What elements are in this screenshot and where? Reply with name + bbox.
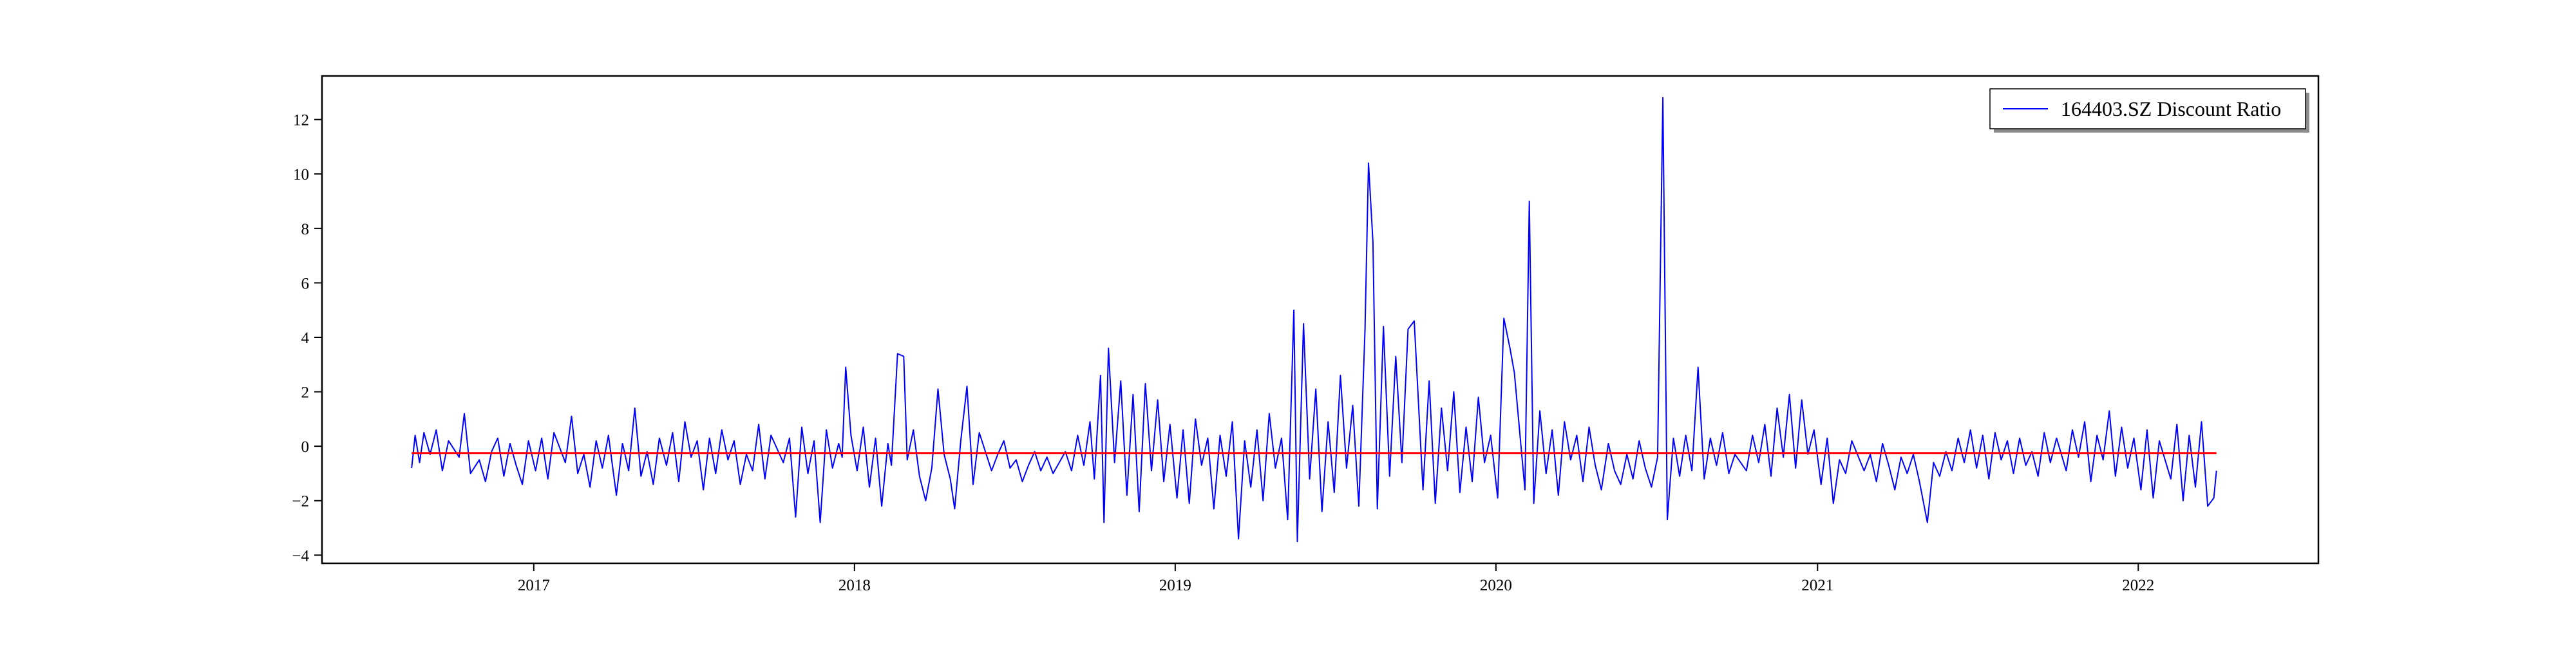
x-tick-label: 2022 (2122, 577, 2154, 594)
plot-frame (321, 75, 2320, 565)
x-tick-label: 2017 (518, 577, 550, 594)
axes-layer: −4 −2 0 2 4 6 8 10 12 2017 2018 2019 2020 2021 2022 (292, 75, 2320, 594)
legend: 164403.SZ Discount Ratio (1989, 88, 2309, 133)
y-tick-label: 2 (301, 384, 310, 402)
x-tick-label: 2018 (838, 577, 871, 594)
y-tick-label: 8 (301, 221, 310, 238)
y-tick-label: 10 (293, 166, 309, 183)
x-tick-label: 2020 (1480, 577, 1512, 594)
y-tick-label: −2 (292, 493, 309, 511)
x-tick-label: 2021 (1801, 577, 1833, 594)
x-tick-label: 2019 (1159, 577, 1191, 594)
legend-label-discount-ratio: 164403.SZ Discount Ratio (2061, 97, 2281, 120)
series-layer (411, 97, 2217, 543)
series-line-discount-ratio (411, 97, 2217, 543)
y-tick-label: 6 (301, 275, 310, 292)
y-tick-label: 12 (293, 112, 309, 129)
y-tick-label: 0 (301, 438, 310, 456)
y-tick-label: 4 (301, 330, 310, 347)
y-tick-label: −4 (292, 547, 309, 565)
